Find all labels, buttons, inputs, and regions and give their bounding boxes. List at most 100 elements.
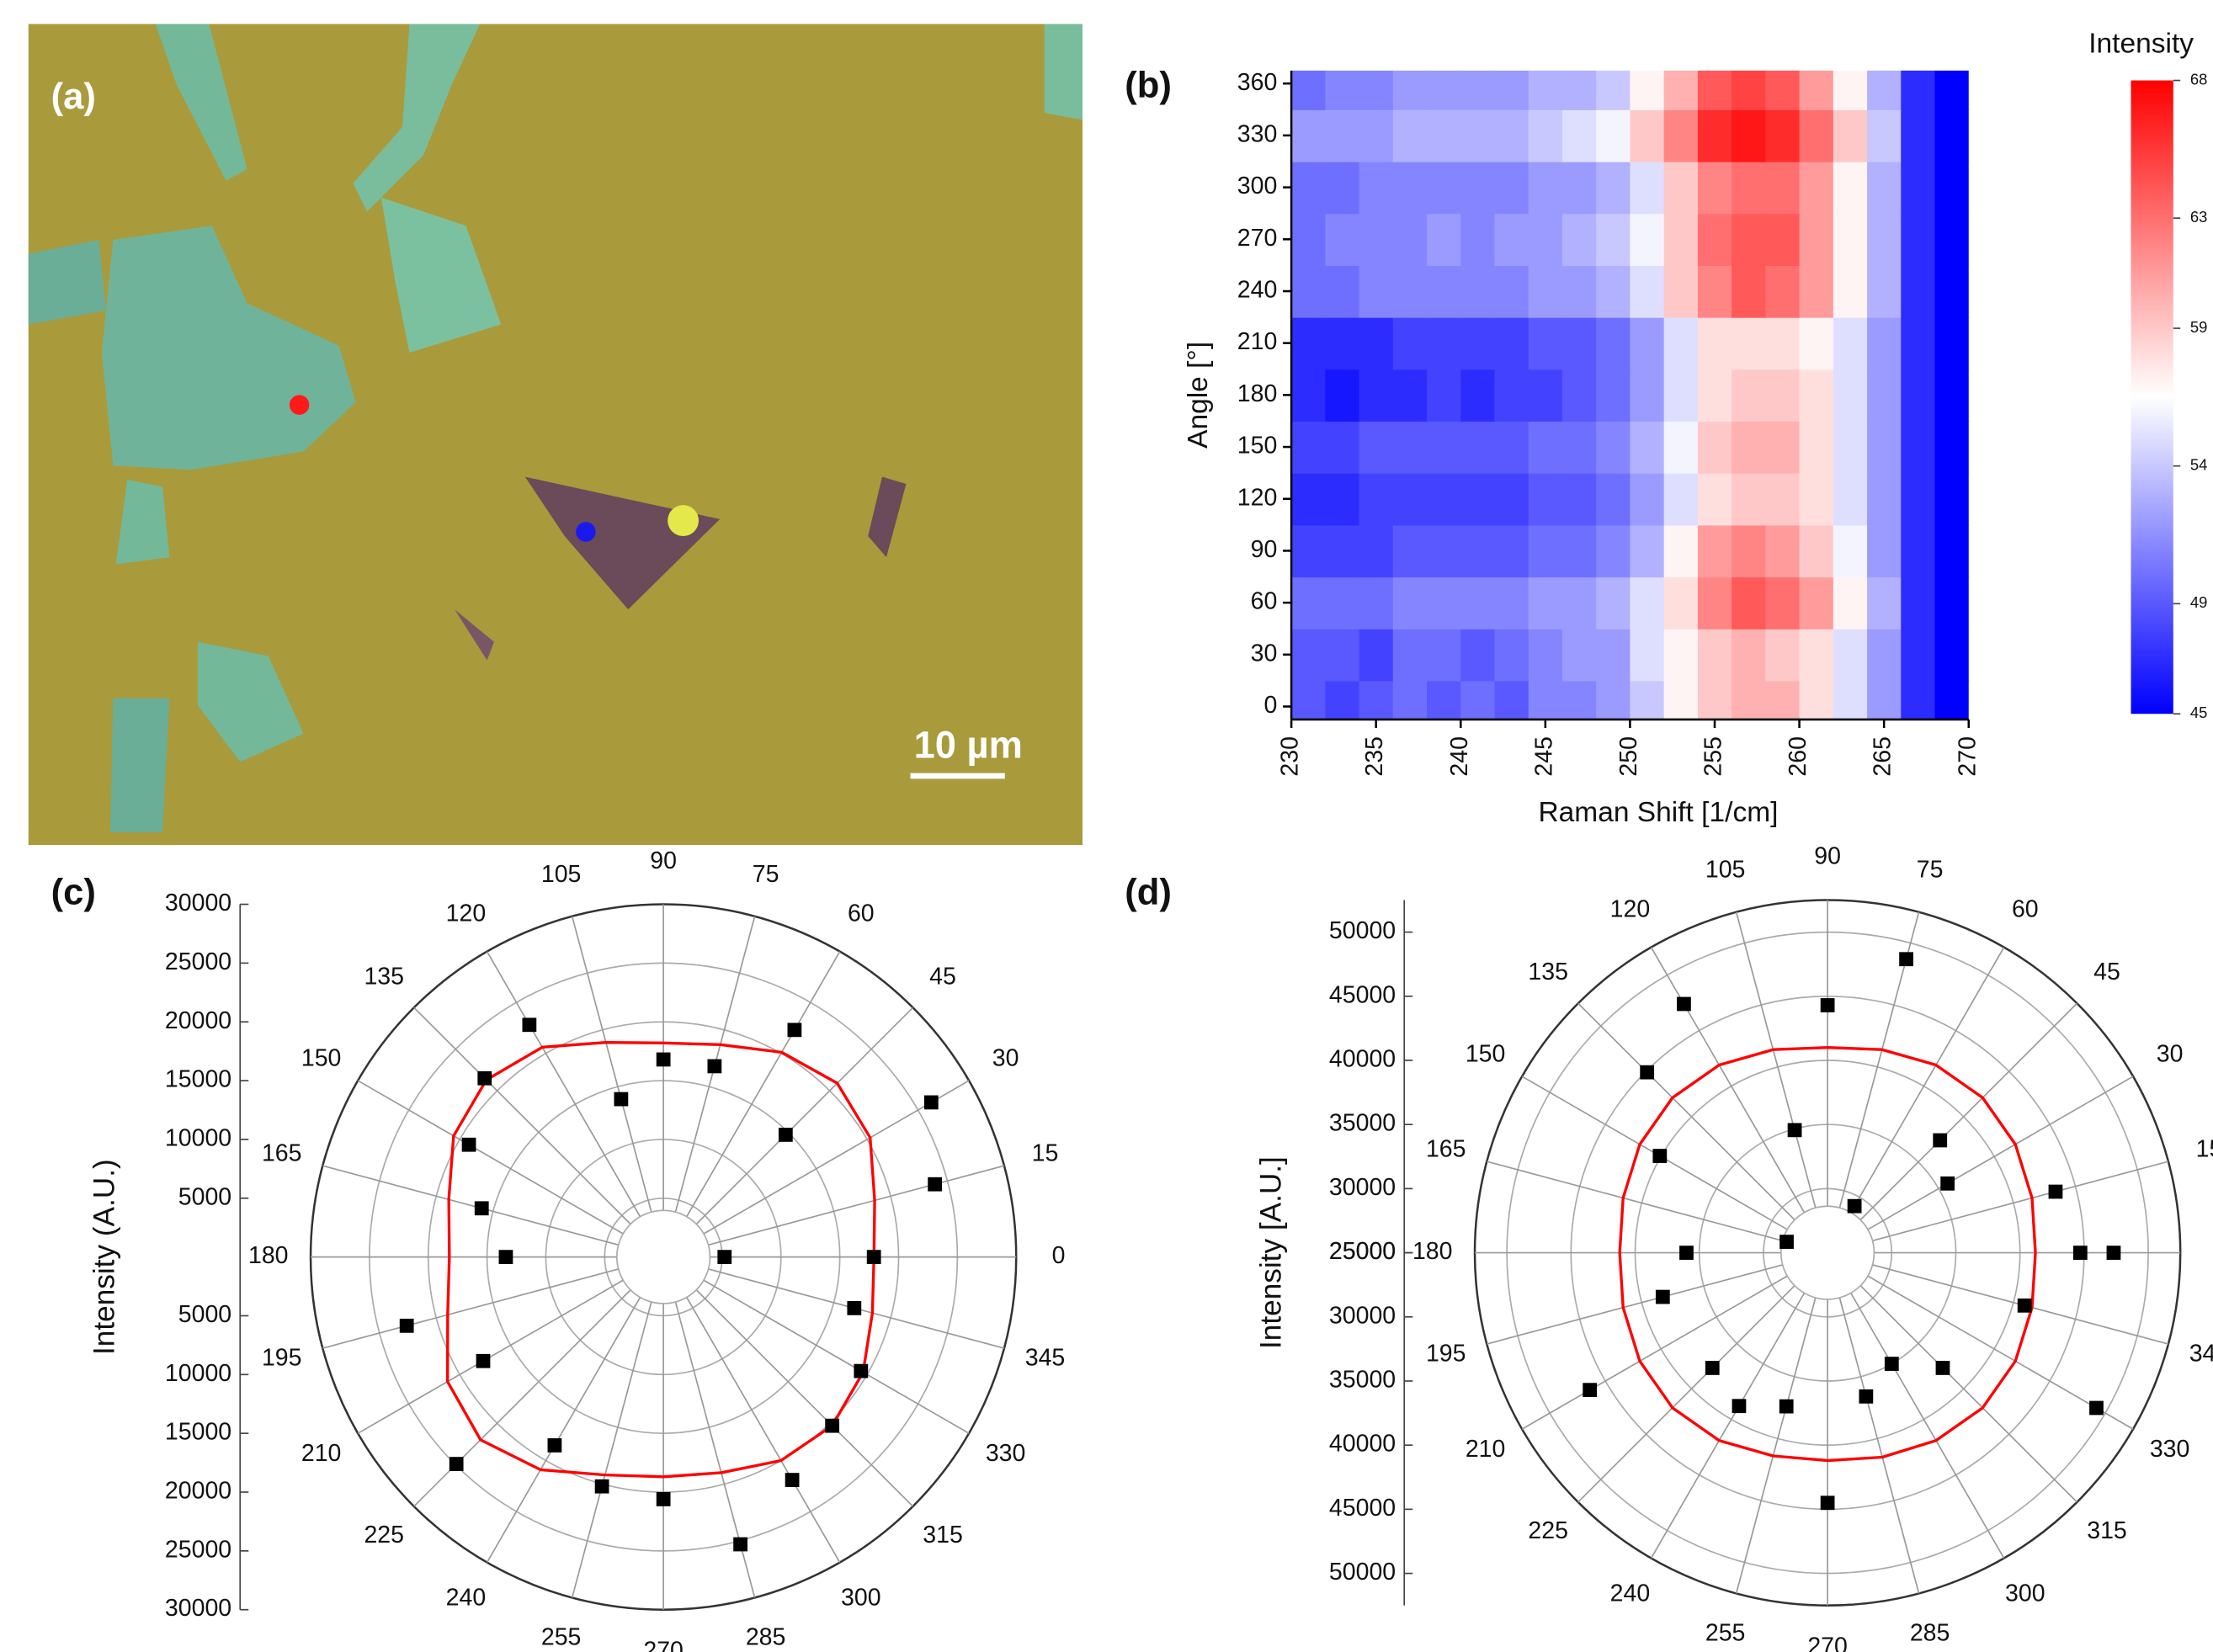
heatmap-cell xyxy=(1528,472,1563,526)
r-tick-label: 5000 xyxy=(178,1183,231,1210)
heatmap-cell xyxy=(1934,472,1969,526)
flake xyxy=(28,239,106,325)
heatmap-cell xyxy=(1427,421,1462,474)
heatmap-cell xyxy=(1663,70,1699,110)
heatmap-cell xyxy=(1630,316,1665,370)
heatmap-cell xyxy=(1460,576,1496,629)
heatmap-cell xyxy=(1291,680,1327,720)
heatmap-cell xyxy=(1732,109,1767,162)
spoke xyxy=(486,951,641,1218)
x-tick-label: 245 xyxy=(1530,736,1557,777)
heatmap-cell xyxy=(1697,576,1732,629)
spoke xyxy=(413,1007,631,1225)
heatmap-cell xyxy=(1359,576,1394,629)
data-point xyxy=(2089,1400,2104,1416)
heatmap-cell xyxy=(1392,369,1428,422)
heatmap-cell xyxy=(1663,316,1699,370)
spoke xyxy=(1867,1076,2134,1230)
heatmap-cell xyxy=(1833,369,1868,422)
heatmap-cell xyxy=(1561,421,1598,474)
heatmap-cell xyxy=(1494,680,1529,720)
heatmap-cell xyxy=(1359,109,1394,162)
marker xyxy=(576,522,596,542)
heatmap-cell xyxy=(1765,265,1801,318)
heatmap-cell xyxy=(1663,109,1699,162)
heatmap-cells xyxy=(1291,70,1969,720)
heatmap-cell xyxy=(1494,213,1529,266)
heatmap-cell xyxy=(1934,524,1969,578)
theta-tick-label: 30 xyxy=(2157,1040,2184,1067)
theta-tick-label: 0 xyxy=(1052,1242,1066,1269)
heatmap-cell xyxy=(1596,316,1631,370)
data-point xyxy=(1779,1399,1794,1414)
r-tick-label: 20000 xyxy=(165,1007,231,1034)
spoke xyxy=(322,1268,619,1349)
heatmap-cell xyxy=(1325,316,1360,370)
heatmap-cell xyxy=(1427,70,1462,110)
theta-tick-label: 45 xyxy=(2093,959,2120,985)
fit-curve xyxy=(1618,1046,2037,1463)
theta-tick-label: 270 xyxy=(643,1638,684,1652)
heatmap-cell xyxy=(1663,369,1699,422)
heatmap-cell xyxy=(1732,369,1767,422)
heatmap-cell xyxy=(1596,161,1631,215)
flake xyxy=(155,24,247,181)
r-axis-title: Intensity (A.U.) xyxy=(88,1159,120,1355)
heatmap-cell xyxy=(1697,213,1732,266)
colorbar xyxy=(2131,80,2173,714)
marker xyxy=(289,395,310,415)
heatmap-cell xyxy=(1325,265,1360,318)
y-tick-label: 30 xyxy=(1251,640,1278,667)
data-point xyxy=(614,1092,629,1107)
heatmap-cell xyxy=(1392,524,1428,578)
data-point xyxy=(785,1473,800,1487)
r-axis-title: Intensity [A.U.] xyxy=(1255,1156,1288,1349)
heatmap-cell xyxy=(1867,421,1902,474)
heatmap-cell xyxy=(1934,628,1969,682)
heatmap-cell xyxy=(1528,628,1563,682)
x-tick-label: 230 xyxy=(1277,736,1304,777)
theta-tick-label: 345 xyxy=(1025,1345,1066,1372)
heatmap-cell xyxy=(1663,576,1699,629)
theta-tick-label: 210 xyxy=(1466,1436,1506,1463)
heatmap-cell xyxy=(1697,524,1732,578)
heatmap-cell xyxy=(1799,628,1834,682)
heatmap-cell xyxy=(1697,369,1732,422)
heatmap-cell xyxy=(1732,421,1767,474)
heatmap-cell xyxy=(1901,576,1936,629)
heatmap-cell xyxy=(1732,576,1767,629)
data-point xyxy=(656,1052,671,1067)
heatmap-cell xyxy=(1799,316,1834,370)
theta-tick-label: 60 xyxy=(848,900,875,927)
heatmap-cell xyxy=(1732,70,1767,110)
data-point xyxy=(778,1128,793,1142)
heatmap-cell xyxy=(1359,680,1394,720)
heatmap-cell xyxy=(1867,628,1902,682)
heatmap-cell xyxy=(1460,265,1496,318)
spoke xyxy=(708,1165,1005,1246)
spoke xyxy=(1850,947,2005,1214)
colorbar-tick-label: 45 xyxy=(2190,704,2208,721)
heatmap-cell xyxy=(1460,421,1496,474)
heatmap-cell xyxy=(1934,421,1969,474)
spoke xyxy=(1577,1285,1795,1503)
heatmap-cell xyxy=(1359,524,1394,578)
heatmap-cell xyxy=(1630,109,1665,162)
heatmap-cell xyxy=(1561,472,1598,526)
heatmap-cell xyxy=(1392,472,1428,526)
r-tick-label: 45000 xyxy=(1329,1495,1396,1522)
r-tick-label: 35000 xyxy=(1329,1110,1396,1137)
heatmap-cell xyxy=(1291,369,1327,422)
heatmap-cell xyxy=(1325,576,1360,629)
heatmap-cell xyxy=(1901,680,1936,720)
y-tick-label: 120 xyxy=(1237,484,1278,511)
heatmap-cell xyxy=(1663,265,1699,318)
theta-tick-label: 195 xyxy=(262,1345,302,1372)
heatmap-cell xyxy=(1596,421,1631,474)
panel-label: (c) xyxy=(51,872,96,912)
y-tick-label: 90 xyxy=(1251,536,1278,563)
r-tick-label: 30000 xyxy=(1329,1302,1396,1329)
heatmap-cell xyxy=(1833,316,1868,370)
heatmap-cell xyxy=(1630,421,1665,474)
heatmap-cell xyxy=(1427,369,1462,422)
